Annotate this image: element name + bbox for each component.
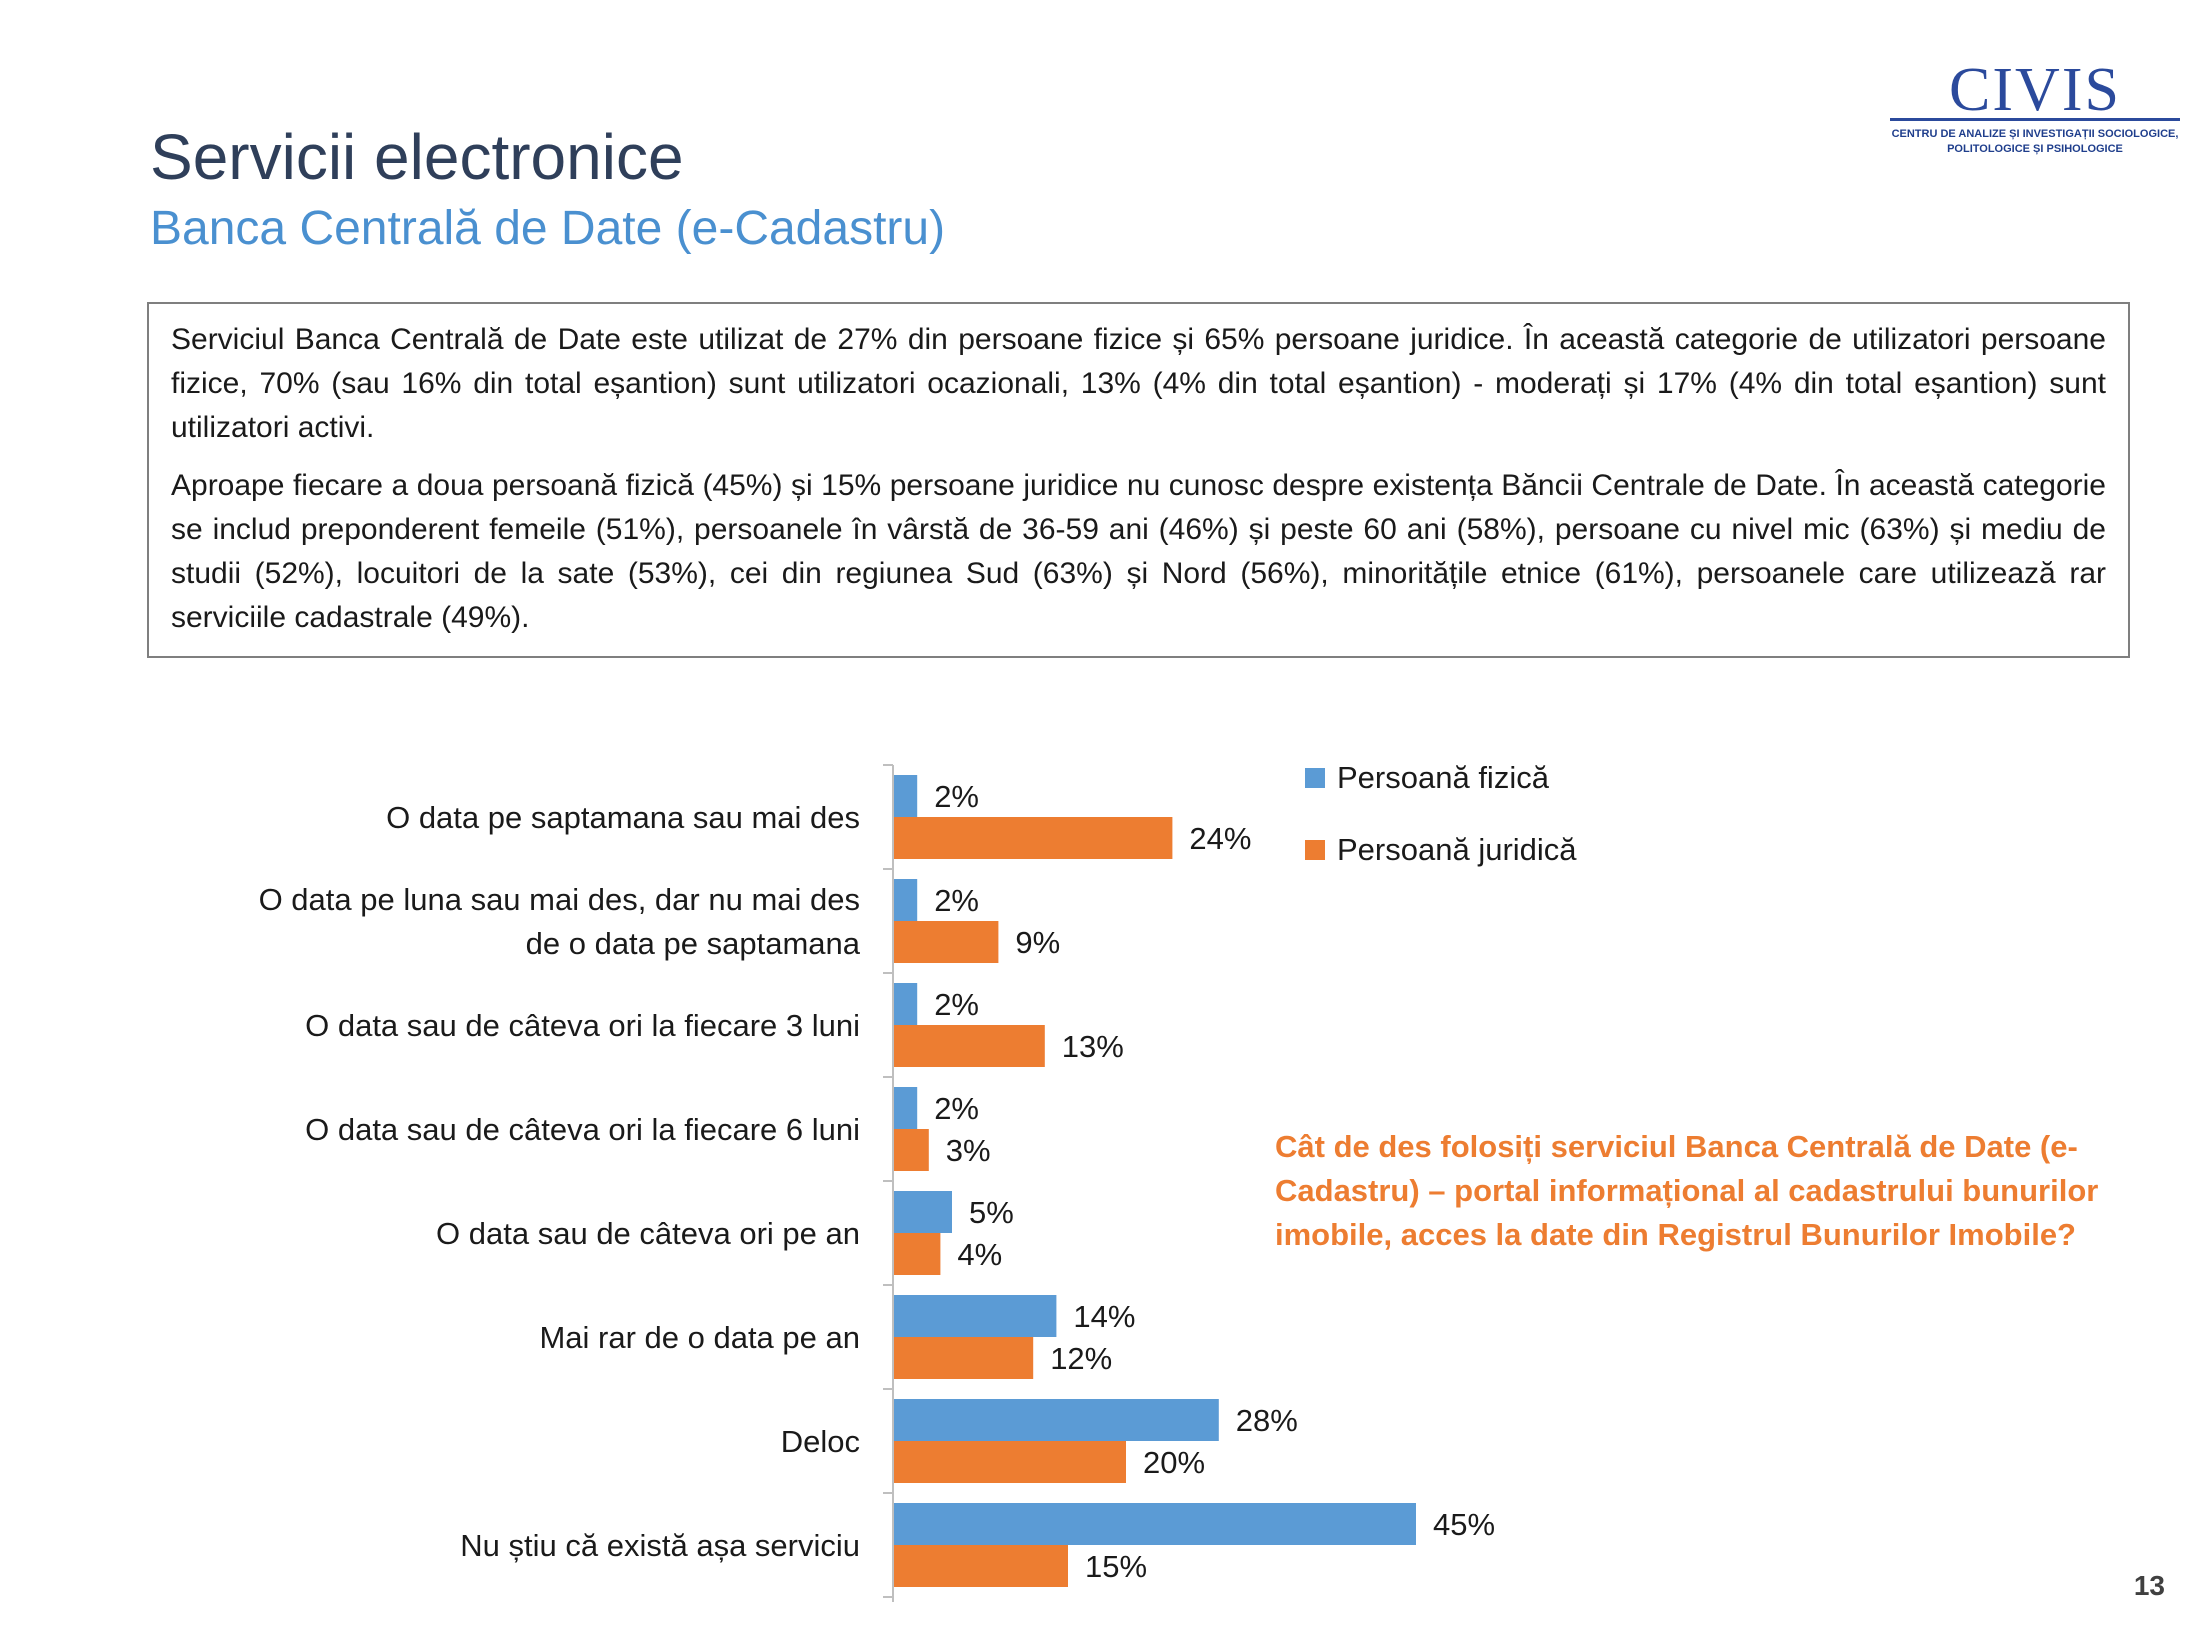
logo-wordmark: CIVIS <box>1949 56 2121 124</box>
data-label: 15% <box>1085 1549 1147 1584</box>
bar-persoana-juridica <box>894 1337 1034 1379</box>
category-label: O data sau de câteva ori pe an <box>436 1216 860 1251</box>
legend-swatch <box>1305 840 1325 860</box>
bar-persoana-fizica <box>894 1295 1057 1337</box>
data-label: 12% <box>1050 1341 1112 1376</box>
data-label: 2% <box>934 987 979 1022</box>
bar-persoana-juridica <box>894 1129 929 1171</box>
data-label: 24% <box>1189 821 1251 856</box>
survey-question: Cât de des folosiți serviciul Banca Cent… <box>1275 1129 2099 1252</box>
category-label: O data pe luna sau mai des, dar nu mai d… <box>259 882 861 961</box>
data-label: 14% <box>1073 1299 1135 1334</box>
bar-persoana-fizica <box>894 983 918 1025</box>
data-label: 20% <box>1143 1445 1205 1480</box>
bar-persoana-juridica <box>894 1233 941 1275</box>
summary-paragraph-2: Aproape fiecare a doua persoană fizică (… <box>171 469 2106 634</box>
data-label: 2% <box>934 883 979 918</box>
logo-underline <box>1890 118 2180 121</box>
bar-persoana-fizica <box>894 1503 1416 1545</box>
logo-tagline-line2: POLITOLOGICE ȘI PSIHOLOGICE <box>1947 143 2123 155</box>
category-label: Nu știu că există așa serviciu <box>460 1528 860 1563</box>
bar-persoana-fizica <box>894 1399 1219 1441</box>
category-label: O data pe saptamana sau mai des <box>386 800 860 835</box>
summary-paragraph-1: Serviciul Banca Centrală de Date este ut… <box>171 323 2106 444</box>
bar-persoana-juridica <box>894 921 999 963</box>
civis-logo: CIVIS CENTRU DE ANALIZE ȘI INVESTIGAȚII … <box>1890 55 2180 165</box>
data-label: 4% <box>957 1237 1002 1272</box>
category-label: O data sau de câteva ori la fiecare 3 lu… <box>305 1008 860 1043</box>
page-subtitle: Banca Centrală de Date (e-Cadastru) <box>150 202 946 255</box>
logo-tagline: CENTRU DE ANALIZE ȘI INVESTIGAȚII SOCIOL… <box>1890 127 2180 157</box>
bar-persoana-fizica <box>894 1191 952 1233</box>
data-label: 3% <box>946 1133 991 1168</box>
category-label: Mai rar de o data pe an <box>539 1320 860 1355</box>
bar-persoana-fizica <box>894 1087 918 1129</box>
frequency-bar-chart: O data pe saptamana sau mai des 2% 24% O da… <box>259 760 1577 1602</box>
category-label: Deloc <box>781 1424 860 1459</box>
legend-label: Persoană fizică <box>1337 760 1550 795</box>
category-label: O data sau de câteva ori la fiecare 6 lu… <box>305 1112 860 1147</box>
data-label: 13% <box>1062 1029 1124 1064</box>
bar-persoana-juridica <box>894 1441 1126 1483</box>
bar-persoana-fizica <box>894 879 918 921</box>
bar-persoana-juridica <box>894 1025 1045 1067</box>
data-label: 2% <box>934 1091 979 1126</box>
data-label: 28% <box>1236 1403 1298 1438</box>
page-number: 13 <box>2133 1570 2165 1601</box>
data-label: 9% <box>1015 925 1060 960</box>
bar-persoana-fizica <box>894 775 918 817</box>
data-label: 5% <box>969 1195 1014 1230</box>
summary-textbox: Serviciul Banca Centrală de Date este ut… <box>147 302 2130 658</box>
data-label: 45% <box>1433 1507 1495 1542</box>
legend-swatch <box>1305 768 1325 788</box>
bar-persoana-juridica <box>894 817 1173 859</box>
legend-label: Persoană juridică <box>1337 832 1577 867</box>
bar-persoana-juridica <box>894 1545 1068 1587</box>
data-label: 2% <box>934 779 979 814</box>
logo-tagline-line1: CENTRU DE ANALIZE ȘI INVESTIGAȚII SOCIOL… <box>1891 128 2179 140</box>
page-title: Servicii electronice <box>150 121 684 193</box>
